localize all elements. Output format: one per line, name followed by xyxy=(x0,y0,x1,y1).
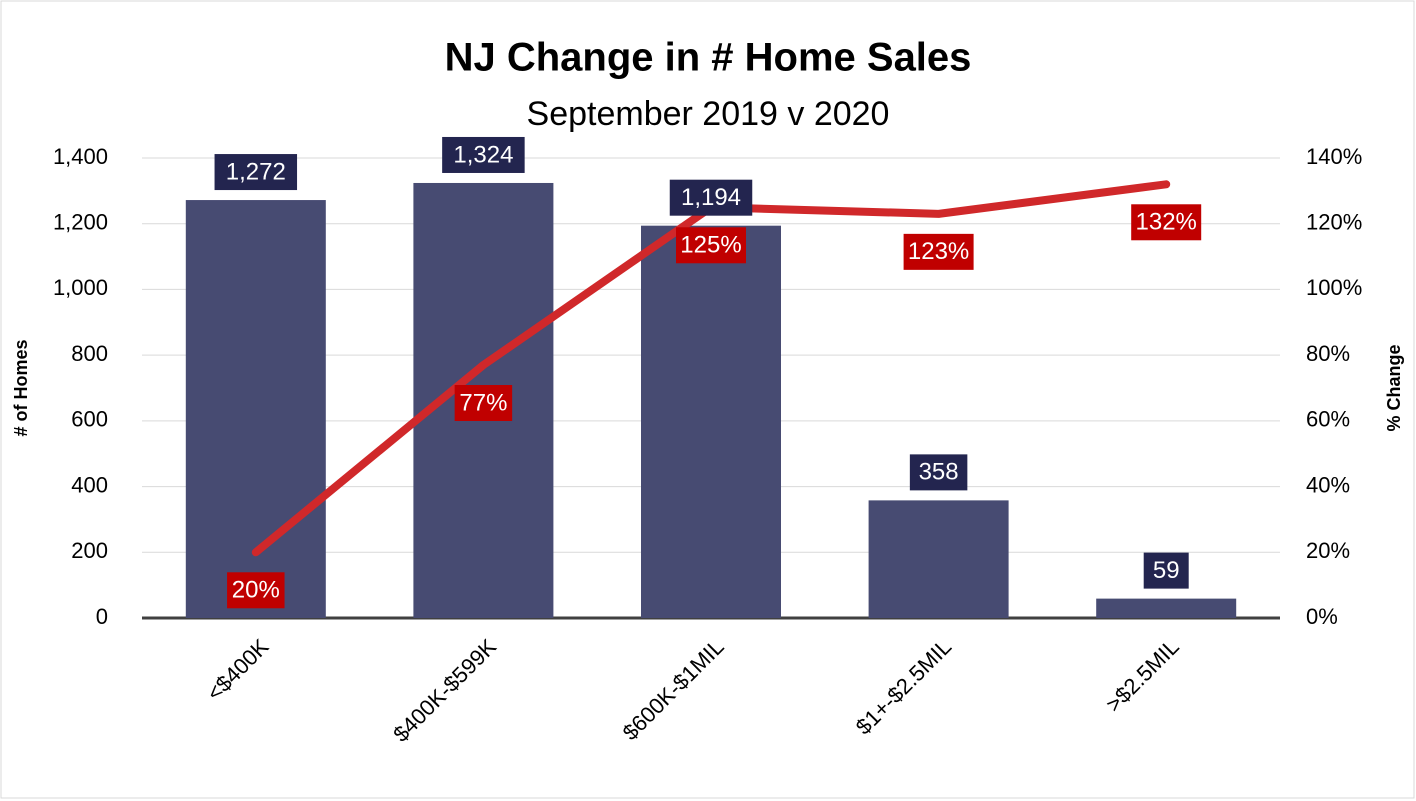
data-label-box xyxy=(227,572,285,609)
data-label-box xyxy=(442,136,525,173)
y-tick-label: 0 xyxy=(96,604,108,629)
y2-tick-label: 0% xyxy=(1306,604,1338,629)
bar xyxy=(868,500,1009,618)
y2-tick-label: 120% xyxy=(1306,210,1362,235)
y-tick-label: 1,400 xyxy=(53,144,108,169)
bar xyxy=(1096,598,1237,618)
data-label: 123% xyxy=(908,238,969,265)
y2-tick-label: 60% xyxy=(1306,407,1350,432)
y2-tick-label: 100% xyxy=(1306,275,1362,300)
y-tick-label: 800 xyxy=(71,341,108,366)
data-label-box xyxy=(1143,552,1189,589)
data-label: 1,194 xyxy=(681,184,741,211)
data-label: 77% xyxy=(459,389,507,416)
y-tick-label: 1,200 xyxy=(53,210,108,235)
data-label: 1,324 xyxy=(453,141,513,168)
y-tick-label: 200 xyxy=(71,538,108,563)
y-tick-label: 400 xyxy=(71,472,108,497)
data-label-box xyxy=(214,154,298,191)
chart-subtitle: September 2019 v 2020 xyxy=(527,95,890,133)
y2-axis-title: % Change xyxy=(1384,344,1404,431)
chart-title: NJ Change in # Home Sales xyxy=(445,36,972,80)
data-label-box xyxy=(1131,204,1202,241)
bar xyxy=(641,225,781,618)
y2-tick-label: 140% xyxy=(1306,144,1362,169)
data-label-box xyxy=(909,454,968,491)
data-label: 132% xyxy=(1136,209,1197,236)
y-tick-label: 1,000 xyxy=(53,275,108,300)
data-label: 59 xyxy=(1153,557,1180,584)
y2-tick-label: 20% xyxy=(1306,538,1350,563)
data-label-box xyxy=(454,385,513,421)
data-label: 358 xyxy=(919,459,959,486)
y-axis-title: # of Homes xyxy=(11,339,31,436)
y-tick-label: 600 xyxy=(71,407,108,432)
y2-tick-label: 40% xyxy=(1306,472,1350,497)
data-label-box xyxy=(903,233,974,270)
data-label: 1,272 xyxy=(226,158,286,185)
data-label: 125% xyxy=(680,232,741,259)
y2-tick-label: 80% xyxy=(1306,341,1350,366)
data-label-box xyxy=(676,227,746,264)
data-label: 20% xyxy=(232,577,280,604)
data-label-box xyxy=(669,179,753,216)
